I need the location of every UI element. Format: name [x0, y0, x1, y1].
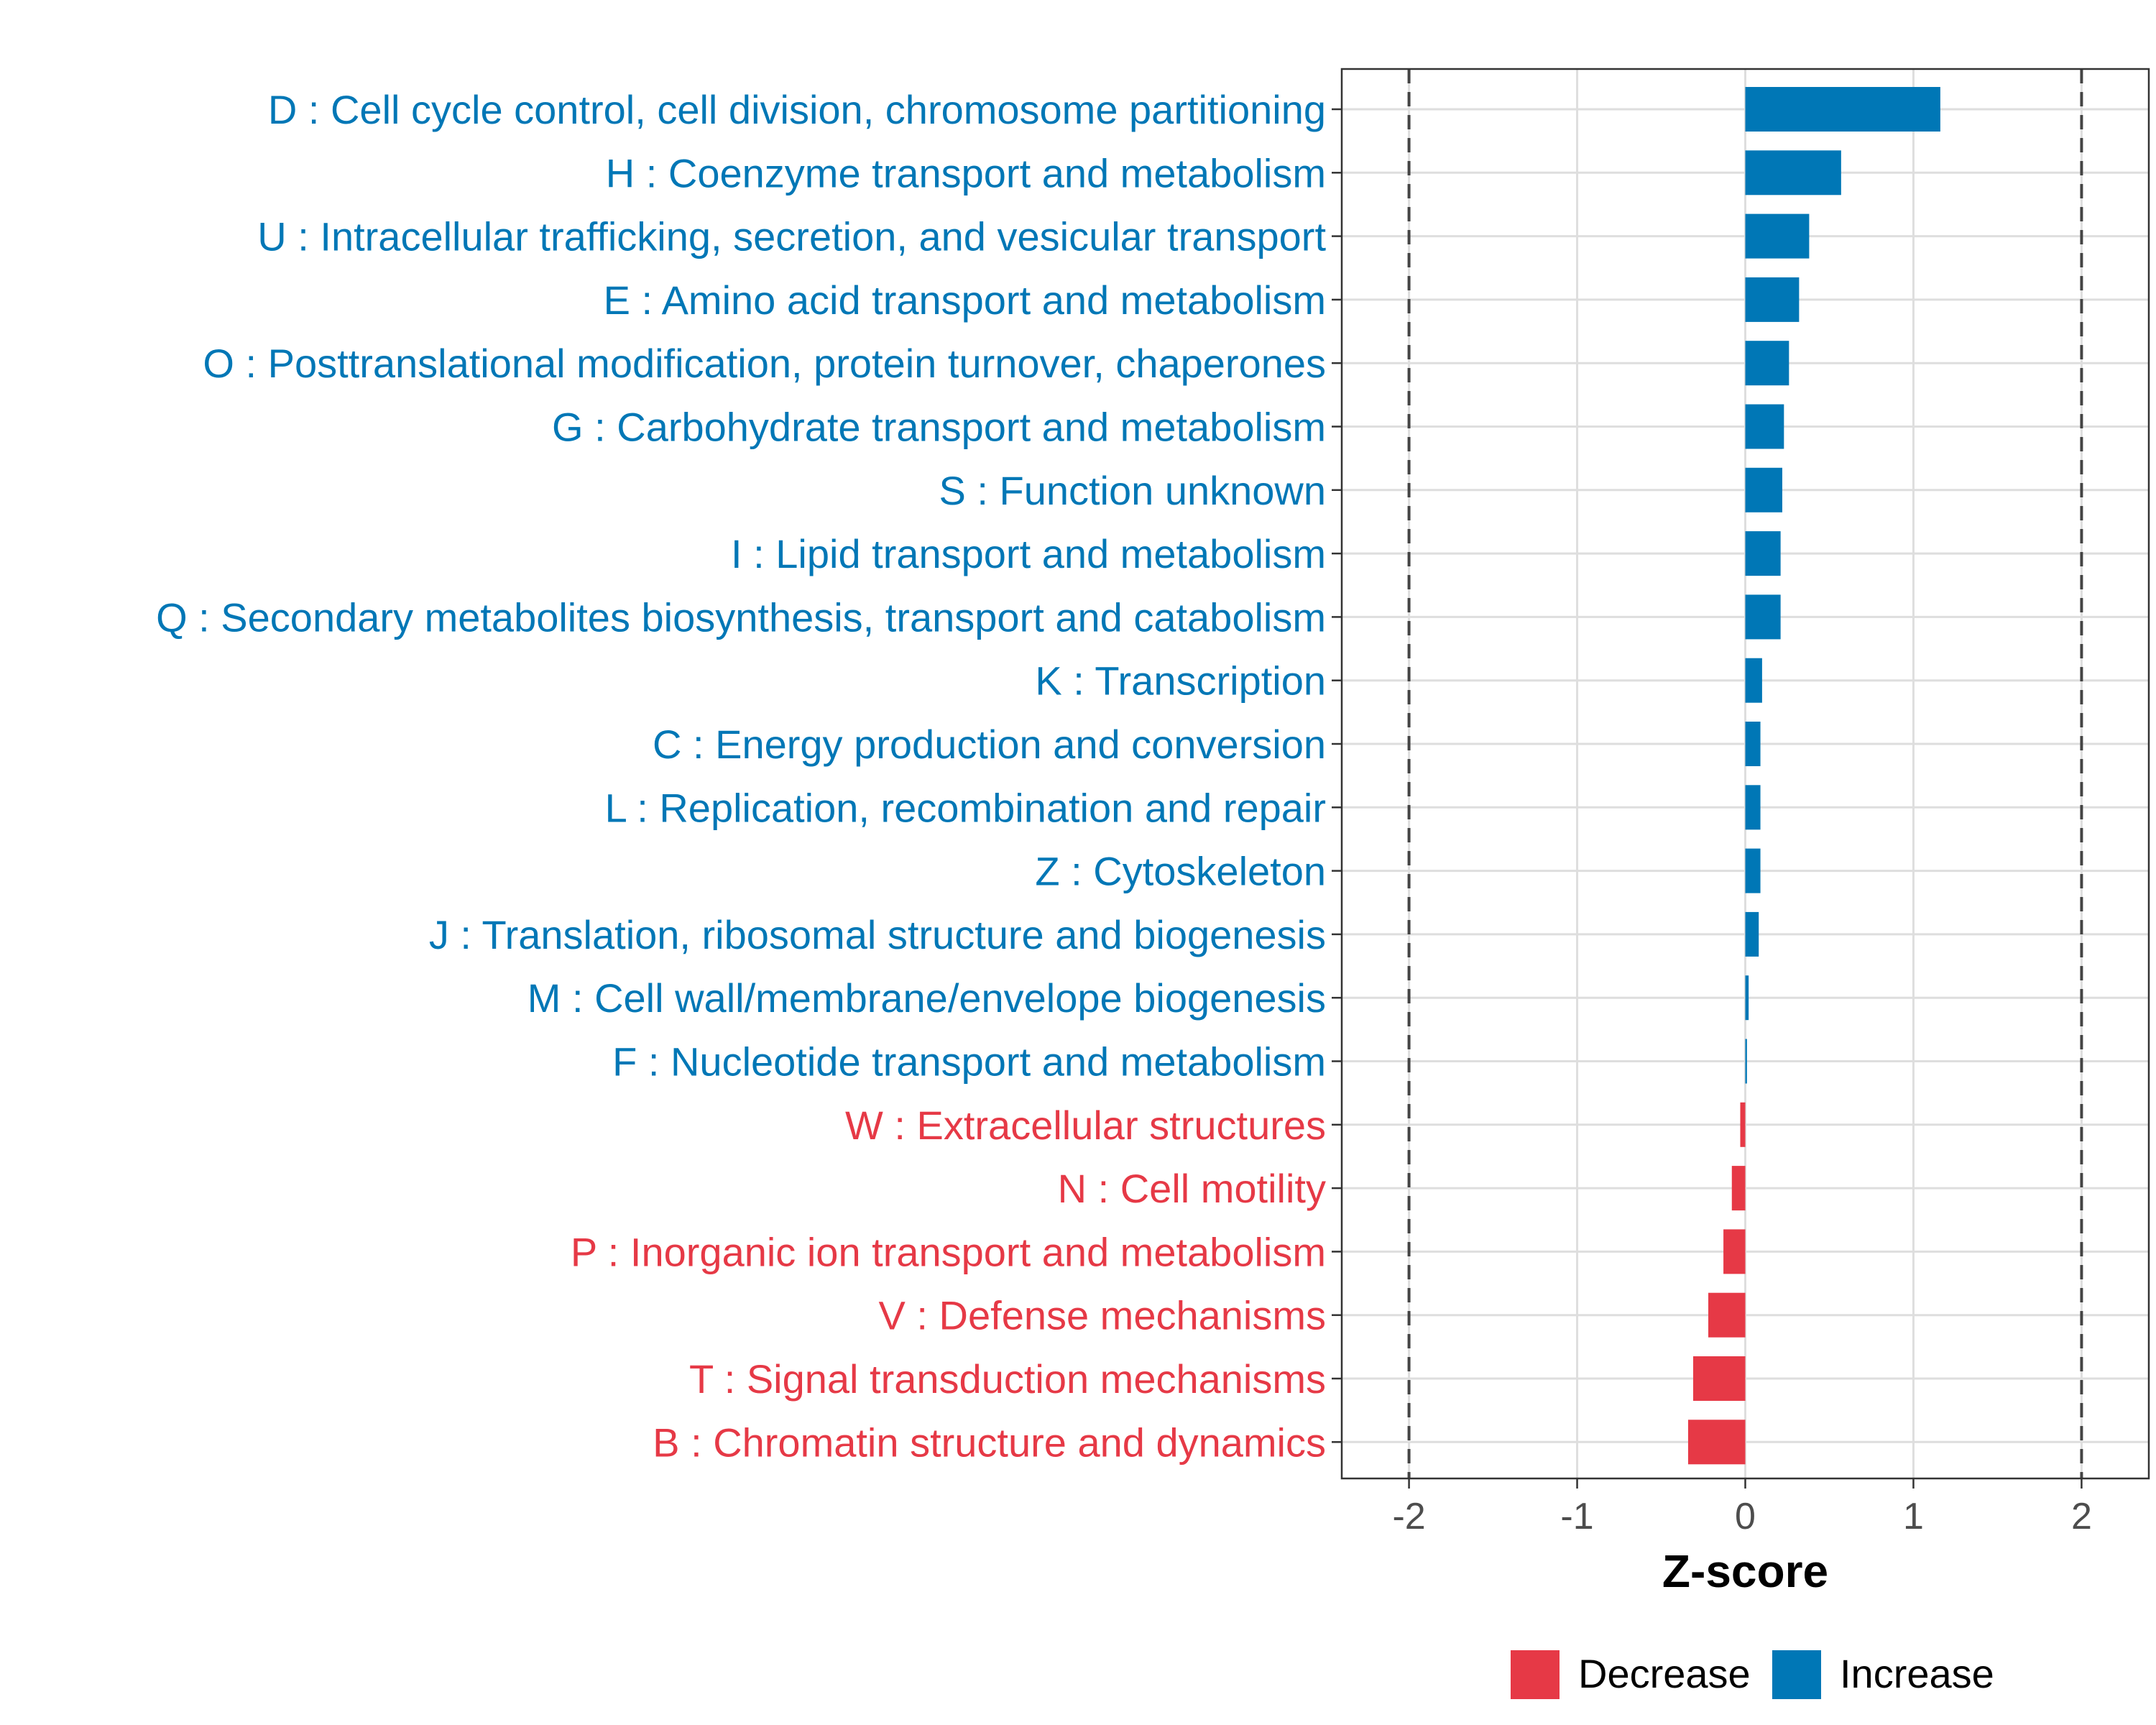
bar-10: [1745, 722, 1761, 766]
bar-3: [1745, 277, 1800, 322]
x-tick-labels: -2 -1 0 1 2: [1392, 1496, 2091, 1537]
x-tick-label-4: 2: [2071, 1496, 2092, 1537]
category-label-16: W : Extracellular structures: [845, 1103, 1326, 1148]
category-labels: D : Cell cycle control, cell division, c…: [156, 87, 1326, 1465]
category-label-4: O : Posttranslational modification, prot…: [203, 341, 1326, 386]
category-label-9: K : Transcription: [1035, 658, 1326, 704]
category-label-11: L : Replication, recombination and repai…: [605, 785, 1326, 830]
bars: [1687, 87, 1940, 1465]
category-label-6: S : Function unknown: [939, 468, 1326, 513]
bar-4: [1745, 341, 1789, 386]
bar-2: [1745, 213, 1810, 259]
category-label-21: B : Chromatin structure and dynamics: [653, 1420, 1326, 1465]
bar-7: [1745, 531, 1781, 576]
legend: Decrease Increase: [1511, 1650, 1994, 1699]
x-tick-label-1: -1: [1560, 1496, 1593, 1537]
reference-lines: [1407, 69, 2083, 1478]
x-axis-title: Z-score: [1662, 1545, 1828, 1597]
bar-11: [1745, 785, 1761, 830]
category-label-20: T : Signal transduction mechanisms: [689, 1356, 1326, 1402]
bar-5: [1745, 404, 1784, 449]
x-tick-label-2: 0: [1735, 1496, 1756, 1537]
category-label-0: D : Cell cycle control, cell division, c…: [268, 87, 1326, 132]
category-label-8: Q : Secondary metabolites biosynthesis, …: [156, 594, 1326, 640]
legend-label-increase: Increase: [1840, 1651, 1994, 1696]
category-label-19: V : Defense mechanisms: [879, 1293, 1326, 1338]
legend-swatch-increase: [1772, 1650, 1821, 1699]
legend-label-decrease: Decrease: [1578, 1651, 1751, 1696]
bar-1: [1745, 150, 1841, 196]
bar-0: [1745, 87, 1940, 132]
bar-20: [1692, 1356, 1746, 1401]
x-tick-label-0: -2: [1392, 1496, 1425, 1537]
bar-12: [1745, 848, 1761, 893]
bar-6: [1745, 467, 1782, 512]
axis-ticks: [1332, 108, 2083, 1489]
category-label-10: C : Energy production and conversion: [653, 722, 1326, 767]
category-label-3: E : Amino acid transport and metabolism: [604, 277, 1326, 323]
x-tick-label-3: 1: [1903, 1496, 1924, 1537]
category-label-2: U : Intracellular trafficking, secretion…: [257, 214, 1326, 259]
category-label-12: Z : Cytoskeleton: [1035, 849, 1326, 894]
bar-19: [1708, 1292, 1746, 1338]
bar-14: [1745, 975, 1749, 1021]
category-label-5: G : Carbohydrate transport and metabolis…: [552, 405, 1326, 450]
category-label-1: H : Coenzyme transport and metabolism: [606, 150, 1326, 196]
category-label-13: J : Translation, ribosomal structure and…: [429, 912, 1326, 957]
bar-18: [1723, 1229, 1746, 1274]
bar-16: [1740, 1102, 1746, 1147]
category-label-14: M : Cell wall/membrane/envelope biogenes…: [528, 975, 1326, 1021]
category-label-17: N : Cell motility: [1058, 1166, 1326, 1211]
bar-21: [1687, 1420, 1746, 1465]
legend-swatch-decrease: [1511, 1650, 1560, 1699]
bar-9: [1745, 658, 1762, 703]
category-label-18: P : Inorganic ion transport and metaboli…: [571, 1229, 1326, 1274]
bar-15: [1745, 1039, 1747, 1084]
category-label-7: I : Lipid transport and metabolism: [731, 531, 1326, 576]
category-label-15: F : Nucleotide transport and metabolism: [612, 1039, 1326, 1085]
bar-13: [1745, 911, 1759, 957]
bar-8: [1745, 594, 1781, 640]
bar-17: [1731, 1166, 1746, 1211]
